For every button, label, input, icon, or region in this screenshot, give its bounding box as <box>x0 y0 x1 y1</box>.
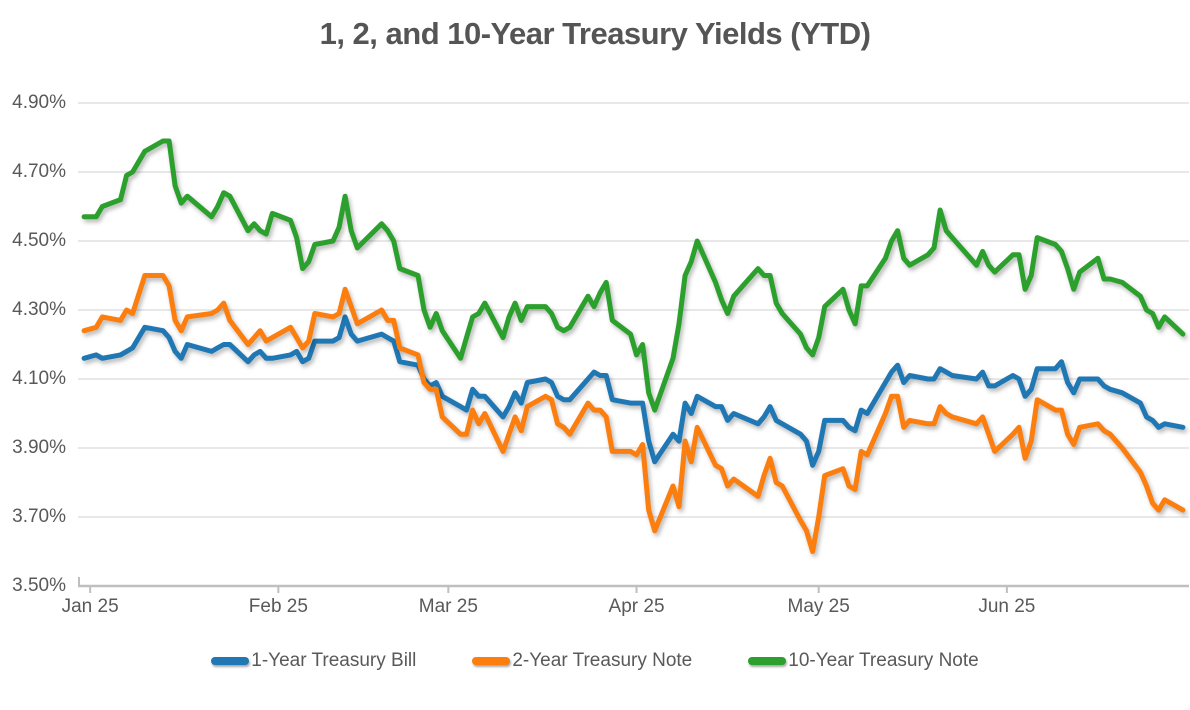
legend-marker-icon <box>211 657 250 665</box>
y-axis-label: 4.70% <box>12 161 66 182</box>
legend-item-1: 1-Year Treasury Bill <box>211 650 416 672</box>
x-axis-label: May 25 <box>787 596 850 617</box>
y-axis-label: 3.90% <box>12 437 66 458</box>
series-line-3 <box>81 138 1186 413</box>
legend-label: 10-Year Treasury Note <box>788 650 979 671</box>
legend-item-3: 10-Year Treasury Note <box>748 650 979 672</box>
legend: 1-Year Treasury Bill 2-Year Treasury Note… <box>0 650 1190 672</box>
legend-marker-icon <box>748 657 787 665</box>
y-axis-label: 4.30% <box>12 299 66 320</box>
chart-title: 1, 2, and 10-Year Treasury Yields (YTD) <box>319 16 871 51</box>
legend-label: 1-Year Treasury Bill <box>251 650 417 671</box>
legend-item-2: 2-Year Treasury Note <box>472 650 692 672</box>
y-axis-label: 4.10% <box>12 368 66 389</box>
x-axis-label: Feb 25 <box>248 596 308 617</box>
legend-label: 2-Year Treasury Note <box>512 650 693 671</box>
y-axis-label: 4.50% <box>12 230 66 251</box>
x-axis-label: Jan 25 <box>61 596 119 617</box>
y-axis-label: 3.50% <box>12 575 66 596</box>
legend-marker-icon <box>472 657 511 665</box>
x-axis-label: Apr 25 <box>608 596 665 617</box>
series-line-2 <box>81 273 1186 554</box>
series-line-1 <box>81 314 1186 468</box>
x-axis-label: Jun 25 <box>978 596 1036 617</box>
x-axis-label: Mar 25 <box>418 596 478 617</box>
y-axis-label: 4.90% <box>12 92 66 113</box>
y-axis-label: 3.70% <box>12 506 66 527</box>
